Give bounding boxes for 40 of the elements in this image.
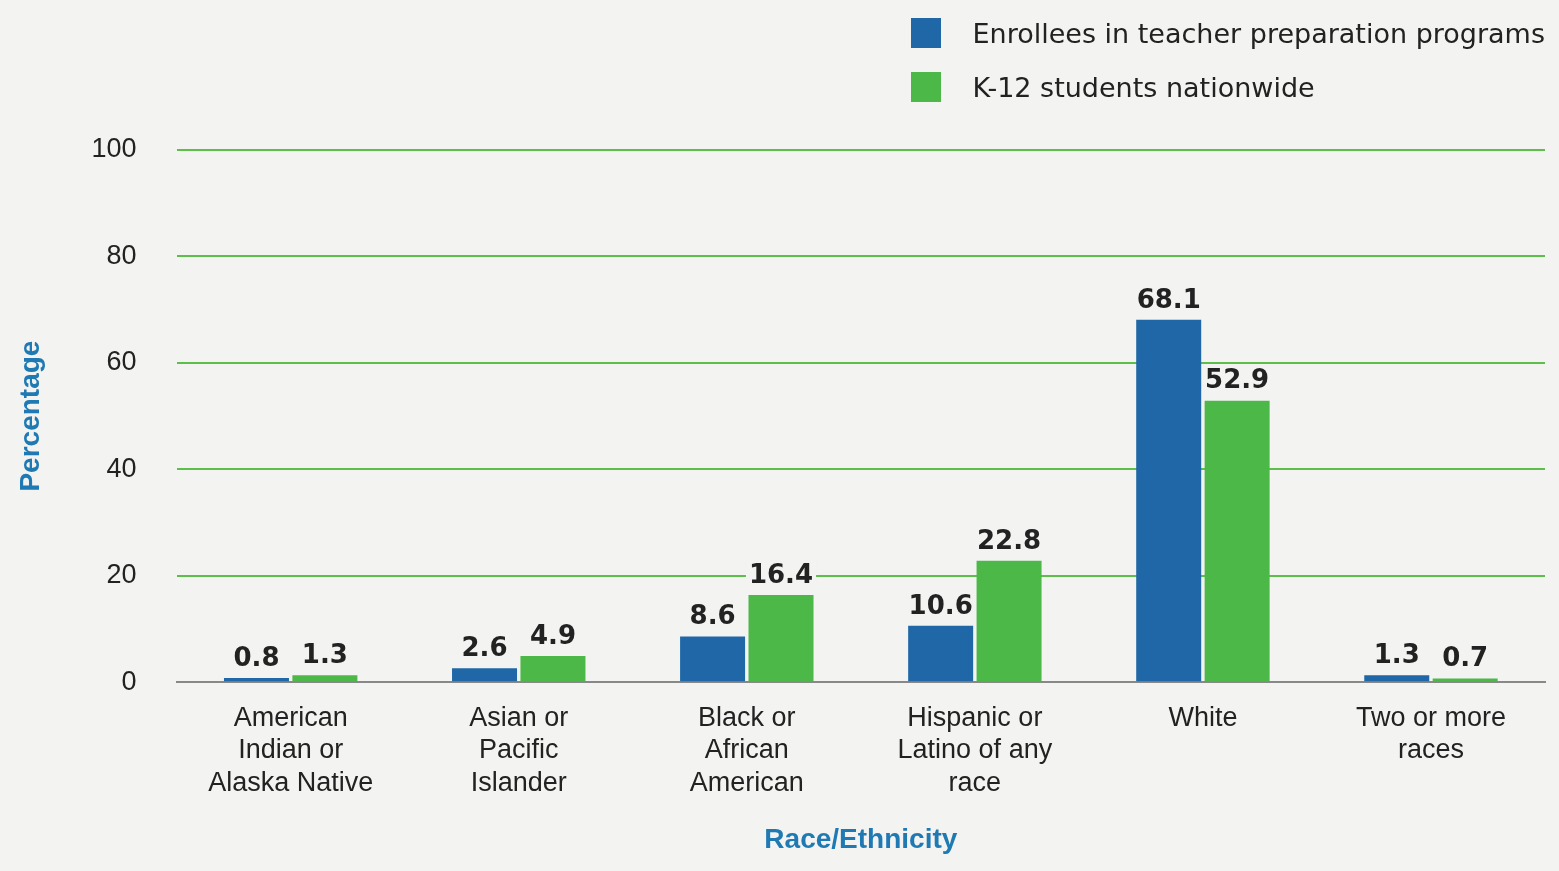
legend-label: K-12 students nationwide bbox=[972, 71, 1315, 103]
data-label: 0.7 bbox=[1442, 642, 1489, 673]
x-tick-label: Two or more races bbox=[1355, 701, 1506, 765]
x-axis-title: Race/Ethnicity bbox=[764, 822, 958, 854]
bar bbox=[1204, 400, 1270, 682]
x-tick-label: American Indian or Alaska Native bbox=[208, 701, 374, 797]
data-label: 16.4 bbox=[748, 558, 814, 589]
legend-label: Enrollees in teacher preparation programs bbox=[972, 17, 1545, 49]
data-label: 22.8 bbox=[976, 524, 1042, 555]
y-tick-label: 80 bbox=[106, 239, 137, 270]
data-label: 10.6 bbox=[908, 589, 973, 620]
bar bbox=[748, 594, 814, 682]
data-label: 8.6 bbox=[689, 600, 736, 631]
bar bbox=[223, 677, 289, 682]
bar bbox=[1364, 675, 1430, 682]
data-label: 2.6 bbox=[461, 632, 508, 663]
y-axis-title: Percentage bbox=[13, 340, 45, 492]
x-tick-label: White bbox=[1168, 701, 1238, 732]
data-label: 52.9 bbox=[1205, 364, 1270, 395]
bar bbox=[292, 675, 358, 682]
data-label: 1.3 bbox=[301, 639, 348, 670]
bar bbox=[976, 560, 1042, 682]
y-tick-label: 40 bbox=[106, 452, 137, 483]
data-label: 68.1 bbox=[1136, 283, 1201, 314]
x-tick-label: Asian or Pacific Islander bbox=[469, 701, 569, 797]
x-tick-label: Hispanic or Latino of any race bbox=[897, 701, 1053, 797]
data-label: 4.9 bbox=[529, 619, 576, 650]
bar bbox=[680, 636, 746, 682]
bar bbox=[520, 656, 586, 682]
data-label: 1.3 bbox=[1373, 639, 1420, 670]
y-tick-label: 100 bbox=[91, 133, 137, 164]
y-tick-label: 0 bbox=[121, 665, 137, 696]
y-tick-label: 20 bbox=[106, 559, 137, 590]
x-tick-label: Black or African American bbox=[689, 701, 804, 797]
data-label: 0.8 bbox=[233, 641, 280, 672]
bar bbox=[452, 668, 518, 682]
y-tick-label: 60 bbox=[106, 346, 137, 377]
bar bbox=[1136, 319, 1202, 682]
bar bbox=[908, 625, 974, 682]
bar bbox=[1432, 678, 1498, 682]
